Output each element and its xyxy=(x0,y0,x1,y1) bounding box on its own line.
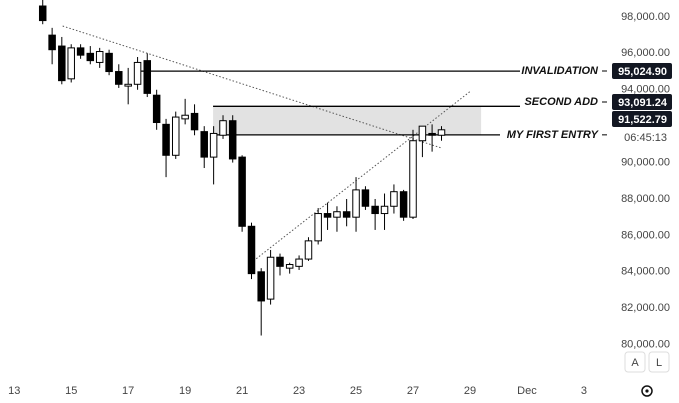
candle-body xyxy=(390,191,398,207)
candle-body xyxy=(38,5,47,22)
level-box xyxy=(612,63,672,79)
y-tick-label: 94,000.00 xyxy=(621,84,670,96)
scale-button-label[interactable]: A xyxy=(631,357,639,369)
candle-body xyxy=(190,112,199,131)
candle-body xyxy=(181,114,189,120)
x-tick-label: 29 xyxy=(464,385,476,397)
x-tick-label: 17 xyxy=(122,385,134,397)
x-tick-label: 23 xyxy=(293,385,305,397)
level-name: SECOND ADD xyxy=(524,96,598,108)
candle-body xyxy=(86,52,95,62)
candle-body xyxy=(247,225,256,275)
settings-icon[interactable] xyxy=(641,385,653,397)
candle-body xyxy=(162,123,170,156)
candle-body xyxy=(276,256,284,267)
level-value: 91,522.79 xyxy=(618,114,667,126)
y-tick-label: 82,000.00 xyxy=(621,302,670,314)
candle-body xyxy=(304,240,313,260)
candle-body xyxy=(200,131,208,158)
level-value: 95,024.90 xyxy=(618,66,667,78)
candle-body xyxy=(95,51,104,63)
candle-body xyxy=(314,213,322,242)
candle-body xyxy=(437,129,446,136)
countdown: 06:45:13 xyxy=(624,132,667,144)
candle-body xyxy=(67,47,75,80)
candle-body xyxy=(399,191,408,218)
candle-body xyxy=(115,71,123,85)
level-box xyxy=(612,94,672,110)
y-tick-label: 80,000.00 xyxy=(621,339,670,351)
x-tick-label: 19 xyxy=(179,385,191,397)
y-tick-label: 90,000.00 xyxy=(621,156,670,168)
level-value: 93,091.24 xyxy=(618,97,668,109)
candle-body xyxy=(380,205,389,215)
y-tick-label: 84,000.00 xyxy=(621,266,670,278)
candle-body xyxy=(238,156,246,227)
candle-body xyxy=(409,140,417,218)
x-tick-label: 25 xyxy=(350,385,362,397)
candle-body xyxy=(342,211,351,218)
candle-body xyxy=(361,189,370,207)
candle-body xyxy=(143,60,152,94)
trendline xyxy=(253,91,471,262)
candle-body xyxy=(285,264,294,269)
scale-button[interactable] xyxy=(624,351,646,373)
candle-body xyxy=(295,258,303,267)
candle-body xyxy=(124,83,132,87)
scale-button[interactable] xyxy=(648,351,670,373)
y-tick-label: 96,000.00 xyxy=(621,47,670,59)
x-tick-label: 13 xyxy=(8,385,20,397)
candle-body xyxy=(105,52,113,73)
settings-icon-center xyxy=(645,389,649,393)
x-tick-label: Dec xyxy=(517,385,537,397)
candle-body xyxy=(171,116,180,156)
candle-body xyxy=(333,211,341,218)
x-tick-label: 27 xyxy=(407,385,419,397)
level-box xyxy=(612,111,672,127)
x-tick-label: 15 xyxy=(65,385,77,397)
y-tick-label: 88,000.00 xyxy=(621,193,670,205)
candle-body xyxy=(257,271,265,302)
x-tick-label: 21 xyxy=(236,385,248,397)
level-name: INVALIDATION xyxy=(521,65,599,77)
candle-body xyxy=(209,132,218,158)
scale-button-label[interactable]: L xyxy=(656,357,662,369)
candle-body xyxy=(352,189,360,218)
candle-body xyxy=(323,213,332,218)
candle-body xyxy=(418,125,427,142)
candle-body xyxy=(219,120,227,136)
candle-body xyxy=(266,256,275,300)
candle-body xyxy=(428,132,436,136)
candle-body xyxy=(228,120,237,160)
candle-body xyxy=(76,47,85,56)
candle-body xyxy=(152,94,161,124)
y-tick-label: 98,000.00 xyxy=(621,11,670,23)
x-tick-label: 3 xyxy=(581,385,587,397)
candle-body xyxy=(371,205,379,215)
candle-body xyxy=(133,61,142,85)
y-tick-label: 86,000.00 xyxy=(621,229,670,241)
level-name: MY FIRST ENTRY xyxy=(507,129,600,141)
zone xyxy=(213,106,482,135)
candle-body xyxy=(58,45,66,82)
candle-body xyxy=(48,34,56,51)
